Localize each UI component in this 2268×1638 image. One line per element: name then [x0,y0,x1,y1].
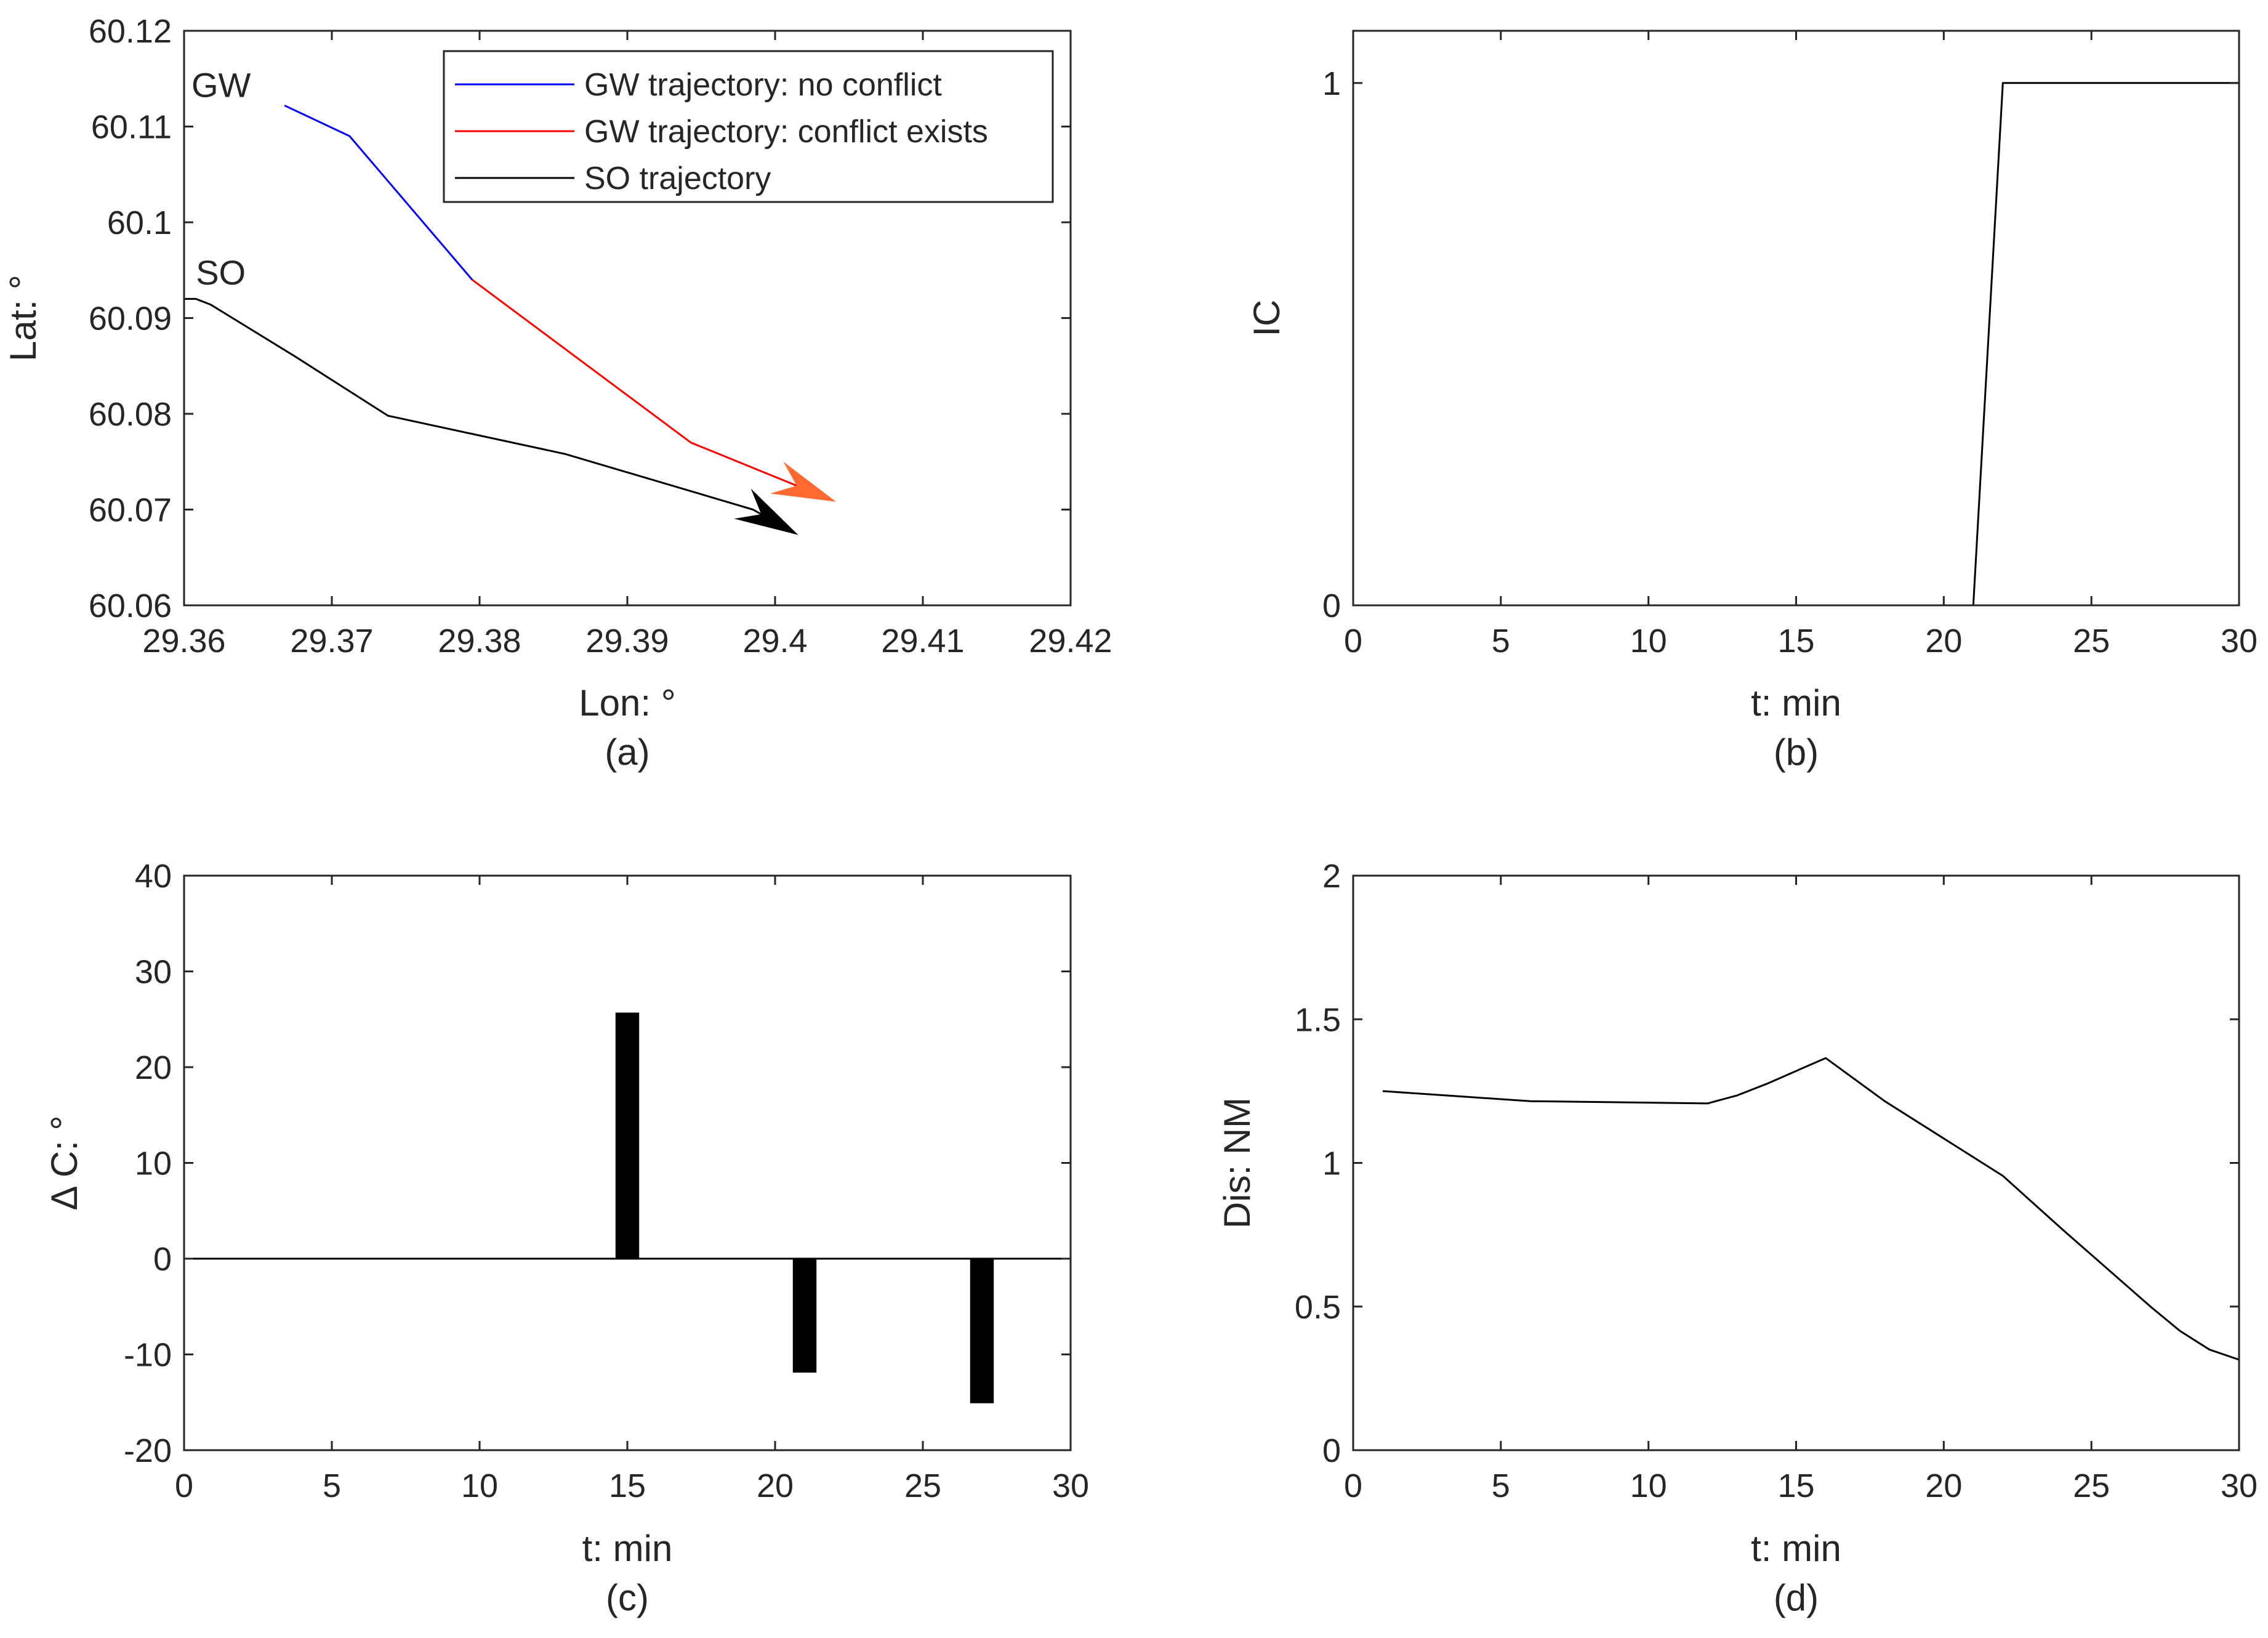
x-tick-label: 29.38 [438,623,521,660]
x-tick-label: 10 [1630,1467,1667,1504]
y-tick-label: 60.08 [89,396,172,433]
x-tick-label: 5 [1492,1467,1510,1504]
y-tick-label: 0 [1322,587,1341,624]
y-axis-label: IC [1246,300,1287,337]
x-tick-label: 0 [175,1467,193,1504]
series-line-1 [1353,82,2239,607]
chart-c: 0 5 10 15 20 25 30 -20 -10 0 10 20 30 40 t: min Δ C: ° (… [44,858,1089,1618]
x-tick-label: 15 [1777,1467,1814,1504]
x-tick-label: 29.42 [1029,623,1112,660]
gw-arrowhead [770,461,836,502]
axes-box [1352,30,2240,607]
y-tick-label: 40 [135,858,172,895]
y-tick-label: -10 [124,1337,172,1374]
legend-entry: SO trajectory [584,161,771,196]
series-line-1 [1382,1057,2240,1361]
x-tick-label: 5 [323,1467,341,1504]
x-tick-label: 29.41 [881,623,964,660]
x-tick-label: 15 [609,1467,646,1504]
legend [443,50,1054,203]
series-line-1 [284,104,473,281]
x-axis-label: t: min [582,1528,673,1569]
x-tick-label: 10 [461,1467,498,1504]
x-tick-label: 0 [1344,1467,1362,1504]
y-tick-label: 0 [1322,1432,1341,1469]
x-tick-label: 10 [1630,623,1667,660]
x-tick-label: 30 [2221,1467,2258,1504]
x-tick-label: 5 [1492,623,1510,660]
y-tick-label: 60.11 [91,109,172,146]
x-tick-label: 29.4 [742,623,807,660]
y-axis-label: Lat: ° [2,275,44,361]
y-axis-label: Δ C: ° [44,1115,85,1210]
so-arrowhead [734,488,798,535]
x-tick-label: 20 [1925,623,1962,660]
y-tick-label: 0 [153,1241,172,1278]
y-tick-label: 2 [1322,858,1341,895]
y-tick-label: 30 [135,954,172,991]
x-axis-label: t: min [1751,1528,1841,1569]
axes-box [1352,874,2240,1451]
subplot-caption: (d) [1774,1577,1819,1618]
series-line-3 [184,297,786,529]
subplot-caption: (c) [606,1577,649,1618]
bar-27 [970,1259,994,1403]
chart-a: 29.36 29.37 29.38 29.39 29.4 29.41 29.42 60.06 6… [2,13,1112,773]
y-tick-label: 20 [135,1049,172,1086]
chart-b: 0 5 10 15 20 25 30 0 1 t: min IC (b) [1246,30,2258,773]
y-tick-label: 1 [1322,1145,1341,1182]
y-tick-label: 0.5 [1295,1289,1341,1326]
legend-entry: GW trajectory: no conflict [584,67,942,103]
y-tick-label: 10 [135,1145,172,1182]
x-axis-label: Lon: ° [579,682,675,724]
series-line-2 [472,279,823,498]
y-tick-label: 60.07 [89,492,172,529]
subplot-caption: (b) [1774,732,1819,773]
y-tick-label: 1.5 [1295,1001,1341,1038]
y-tick-label: 60.06 [89,587,172,624]
x-axis-label: t: min [1751,682,1841,724]
y-tick-label: 60.09 [89,301,172,337]
annotation-so: SO [196,253,246,292]
x-tick-label: 25 [2073,623,2110,660]
x-tick-label: 30 [1052,1467,1089,1504]
x-tick-label: 25 [904,1467,941,1504]
y-axis-label: Dis: NM [1216,1097,1258,1228]
y-tick-label: -20 [124,1432,172,1469]
y-tick-label: 1 [1322,65,1341,102]
x-tick-label: 0 [1344,623,1362,660]
y-tick-label: 60.12 [89,13,172,50]
x-tick-label: 29.36 [142,623,225,660]
x-tick-label: 29.37 [290,623,373,660]
legend-entry: GW trajectory: conflict exists [584,114,988,150]
x-tick-label: 20 [1925,1467,1962,1504]
x-tick-label: 29.39 [585,623,669,660]
x-tick-label: 25 [2073,1467,2110,1504]
x-tick-label: 15 [1777,623,1814,660]
chart-d: 0 5 10 15 20 25 30 0 0.5 1 1.5 2 t: min Dis: NM (d) [1216,858,2258,1618]
x-tick-label: 30 [2221,623,2258,660]
subplot-caption: (a) [605,732,649,773]
bar-21 [792,1259,817,1373]
bar-15 [615,1012,640,1259]
annotation-gw: GW [191,65,251,104]
x-tick-label: 20 [757,1467,794,1504]
y-tick-label: 60.1 [107,204,172,241]
